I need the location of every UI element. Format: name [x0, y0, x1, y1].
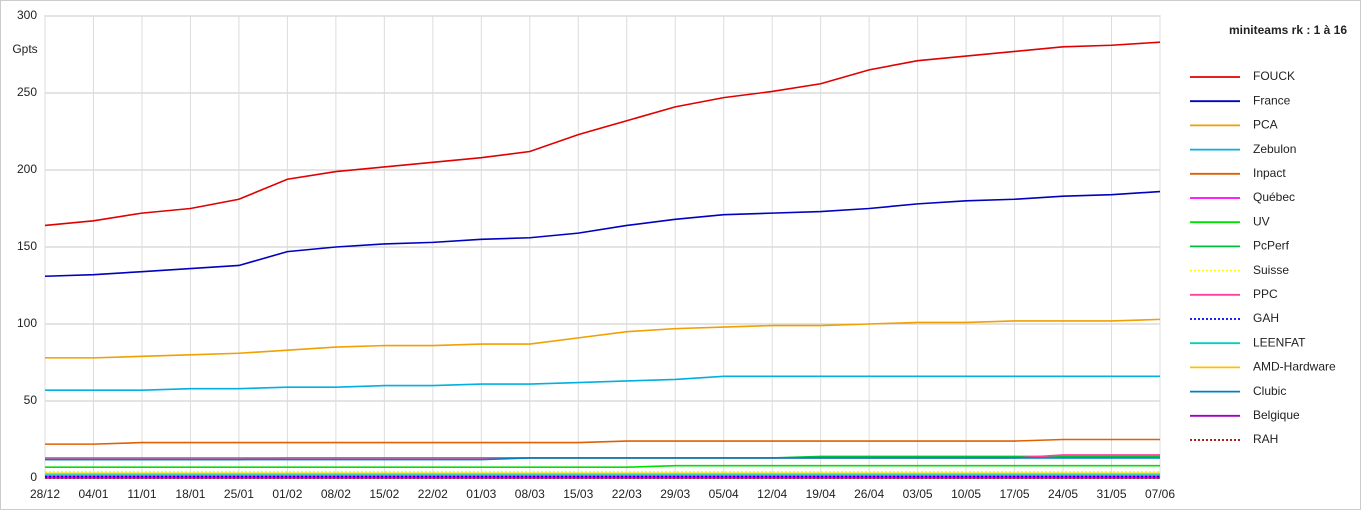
series-line	[44, 190, 1161, 278]
y-tick-label: 250	[17, 85, 37, 99]
x-tick-label: 28/12	[30, 487, 60, 501]
x-tick-label: 29/03	[660, 487, 690, 501]
legend-label: UV	[1253, 214, 1270, 228]
legend-label: LEENFAT	[1253, 335, 1306, 349]
x-tick-label: 07/06	[1145, 487, 1175, 501]
chart-title: miniteams rk : 1 à 16	[1229, 23, 1347, 37]
legend-label: France	[1253, 93, 1291, 107]
x-tick-label: 24/05	[1048, 487, 1078, 501]
legend-label: GAH	[1253, 311, 1279, 325]
legend-label: Clubic	[1253, 384, 1286, 398]
legend-label: PPC	[1253, 287, 1278, 301]
x-tick-label: 19/04	[806, 487, 836, 501]
x-tick-label: 01/02	[272, 487, 302, 501]
series-line	[45, 375, 1160, 392]
x-tick-label: 08/03	[515, 487, 545, 501]
legend-label: Zebulon	[1253, 142, 1296, 156]
series-line	[45, 438, 1160, 445]
y-tick-label: 100	[17, 316, 37, 330]
x-tick-label: 08/02	[321, 487, 351, 501]
y-tick-label: 300	[17, 8, 37, 22]
y-tick-label: 150	[17, 239, 37, 253]
y-axis-label: Gpts	[12, 42, 37, 56]
x-tick-label: 22/03	[612, 487, 642, 501]
series-line	[45, 464, 1160, 469]
x-tick-label: 04/01	[78, 487, 108, 501]
series-line	[45, 457, 1160, 461]
legend-label: RAH	[1253, 432, 1278, 446]
y-tick-label: 50	[24, 393, 38, 407]
legend-label: PcPerf	[1253, 239, 1290, 253]
x-tick-label: 25/01	[224, 487, 254, 501]
x-tick-label: 03/05	[903, 487, 933, 501]
x-tick-label: 15/02	[369, 487, 399, 501]
x-tick-label: 12/04	[757, 487, 787, 501]
y-tick-label: 0	[30, 470, 37, 484]
legend-label: PCA	[1253, 118, 1278, 132]
series-line	[45, 318, 1161, 359]
legend-label: Belgique	[1253, 408, 1300, 422]
legend-label: Inpact	[1253, 166, 1286, 180]
x-tick-label: 22/02	[418, 487, 448, 501]
x-tick-label: 31/05	[1097, 487, 1127, 501]
x-tick-label: 05/04	[709, 487, 739, 501]
legend-label: Québec	[1253, 190, 1295, 204]
x-tick-label: 01/03	[466, 487, 496, 501]
x-tick-label: 26/04	[854, 487, 884, 501]
x-tick-label: 17/05	[1000, 487, 1030, 501]
x-tick-label: 11/01	[127, 487, 156, 501]
x-tick-label: 18/01	[175, 487, 205, 501]
legend-label: Suisse	[1253, 263, 1289, 277]
y-tick-label: 200	[17, 162, 37, 176]
legend-label: FOUCK	[1253, 69, 1295, 83]
x-tick-label: 10/05	[951, 487, 981, 501]
legend-label: AMD-Hardware	[1253, 360, 1336, 374]
x-tick-label: 15/03	[563, 487, 593, 501]
series-line	[44, 41, 1161, 227]
